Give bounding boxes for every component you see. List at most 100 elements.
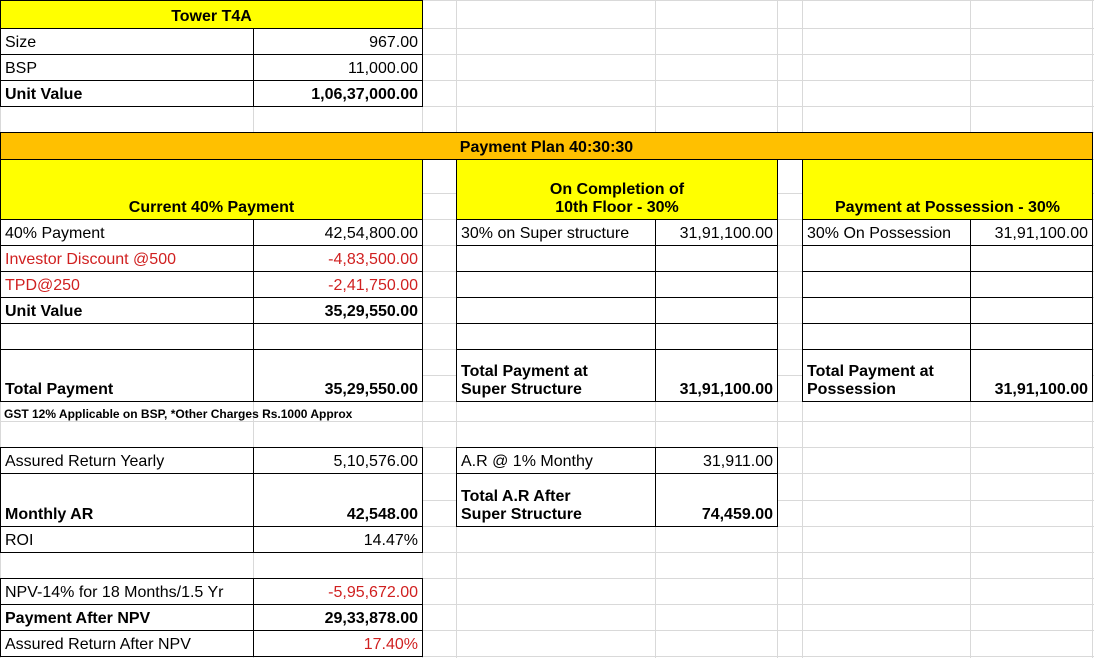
cell-text: 30% on Super structure xyxy=(461,225,630,242)
label-cell: Unit Value xyxy=(0,297,254,324)
grid-line xyxy=(0,80,1094,81)
label-cell: Payment After NPV xyxy=(0,604,254,631)
cell-text: 30% On Possession xyxy=(807,225,952,242)
value-cell: 31,91,100.00 xyxy=(655,219,778,246)
cell-text: 967.00 xyxy=(369,34,418,51)
empty-cell xyxy=(456,297,656,324)
cell-text: 31,91,100.00 xyxy=(994,225,1088,242)
label-cell: 30% on Super structure xyxy=(456,219,656,246)
label-cell: Assured Return Yearly xyxy=(0,447,254,474)
label-cell: Monthly AR xyxy=(0,473,254,527)
empty-cell xyxy=(802,245,971,272)
value-cell: 31,91,100.00 xyxy=(970,219,1093,246)
value-cell: 31,911.00 xyxy=(655,447,778,474)
label-cell: Total Payment xyxy=(0,349,254,402)
label-cell: Total Payment at Possession xyxy=(802,349,971,402)
empty-cell xyxy=(655,323,778,350)
cell-text: Payment After NPV xyxy=(5,610,151,627)
label-cell: TPD@250 xyxy=(0,271,254,298)
cell-text: 42,54,800.00 xyxy=(324,225,418,242)
cell-text: 10th Floor - 30% xyxy=(555,199,679,216)
value-cell: 35,29,550.00 xyxy=(253,297,423,324)
value-cell: 35,29,550.00 xyxy=(253,349,423,402)
label-cell: A.R @ 1% Monthy xyxy=(456,447,656,474)
tower-title: Tower T4A xyxy=(0,0,423,29)
value-cell: 967.00 xyxy=(253,28,423,55)
cell-text: 42,548.00 xyxy=(346,506,418,523)
cell-text: Current 40% Payment xyxy=(128,199,295,216)
cell-text: 74,459.00 xyxy=(701,506,773,523)
cell-text: BSP xyxy=(5,60,38,77)
value-cell: 14.47% xyxy=(253,526,423,553)
cell-text: 31,91,100.00 xyxy=(679,225,773,242)
empty-cell xyxy=(456,271,656,298)
cell-text: NPV-14% for 18 Months/1.5 Yr xyxy=(5,584,224,601)
cell-text: Unit Value xyxy=(5,86,83,103)
label-cell: BSP xyxy=(0,54,254,81)
cell-text: 40% Payment xyxy=(5,225,105,242)
cell-text: 35,29,550.00 xyxy=(324,303,418,320)
empty-cell xyxy=(802,323,971,350)
empty-cell xyxy=(655,297,778,324)
value-cell: 1,06,37,000.00 xyxy=(253,80,423,107)
cell-text: 1,06,37,000.00 xyxy=(311,86,418,103)
label-cell: Total Payment at Super Structure xyxy=(456,349,656,402)
cell-text: 31,911.00 xyxy=(703,453,773,470)
cell-text: Size xyxy=(5,34,37,51)
value-cell: 29,33,878.00 xyxy=(253,604,423,631)
label-cell: 40% Payment xyxy=(0,219,254,246)
cell-text: 14.47% xyxy=(363,532,418,549)
plan-title: Payment Plan 40:30:30 xyxy=(0,132,1093,160)
value-cell: 5,10,576.00 xyxy=(253,447,423,474)
cell-text: Payment Plan 40:30:30 xyxy=(459,139,634,156)
label-cell: Investor Discount @500 xyxy=(0,245,254,272)
value-cell: 17.40% xyxy=(253,630,423,657)
cell-text: Total Payment xyxy=(5,381,114,398)
cell-text: 29,33,878.00 xyxy=(324,610,418,627)
empty-cell xyxy=(802,271,971,298)
cell-text: Unit Value xyxy=(5,303,83,320)
value-cell: 74,459.00 xyxy=(655,473,778,527)
empty-cell xyxy=(0,323,254,350)
empty-cell xyxy=(655,271,778,298)
grid-line xyxy=(0,604,1094,605)
cell-text: Tower T4A xyxy=(171,8,252,25)
grid-line xyxy=(0,552,1094,553)
label-cell: Unit Value xyxy=(0,80,254,107)
cell-text: Payment at Possession - 30% xyxy=(835,199,1060,216)
cell-text: 31,91,100.00 xyxy=(679,381,773,398)
empty-cell xyxy=(456,245,656,272)
cell-text: Total A.R After xyxy=(461,488,571,505)
cell-text: Super Structure xyxy=(461,506,582,523)
label-cell: Size xyxy=(0,28,254,55)
label-cell: Total A.R After Super Structure xyxy=(456,473,656,527)
value-cell: 11,000.00 xyxy=(253,54,423,81)
value-cell: -2,41,750.00 xyxy=(253,271,423,298)
label-cell: 30% On Possession xyxy=(802,219,971,246)
plan-heading: Current 40% Payment xyxy=(0,159,423,220)
cell-text: Investor Discount @500 xyxy=(5,251,176,268)
value-cell: -5,95,672.00 xyxy=(253,578,423,605)
cell-text: 17.40% xyxy=(363,636,418,653)
cell-text: TPD@250 xyxy=(5,277,80,294)
grid-line xyxy=(0,54,1094,55)
cell-text: Super Structure xyxy=(461,381,582,398)
value-cell: 42,548.00 xyxy=(253,473,423,527)
cell-text: 5,10,576.00 xyxy=(333,453,418,470)
label-cell: Assured Return After NPV xyxy=(0,630,254,657)
plan-heading: On Completion of 10th Floor - 30% xyxy=(456,159,778,220)
cell-text: -4,83,500.00 xyxy=(328,251,418,268)
cell-text: 11,000.00 xyxy=(348,60,418,77)
cell-text: Possession xyxy=(807,381,896,398)
cell-text: Total Payment at xyxy=(461,363,588,380)
cell-text: GST 12% Applicable on BSP, *Other Charge… xyxy=(4,407,353,421)
cell-text: Assured Return Yearly xyxy=(5,453,165,470)
grid-line xyxy=(0,0,1094,1)
empty-cell xyxy=(970,323,1093,350)
empty-cell xyxy=(970,297,1093,324)
cell-text: -2,41,750.00 xyxy=(328,277,418,294)
value-cell: 42,54,800.00 xyxy=(253,219,423,246)
value-cell: 31,91,100.00 xyxy=(970,349,1093,402)
cell-text: 31,91,100.00 xyxy=(994,381,1088,398)
